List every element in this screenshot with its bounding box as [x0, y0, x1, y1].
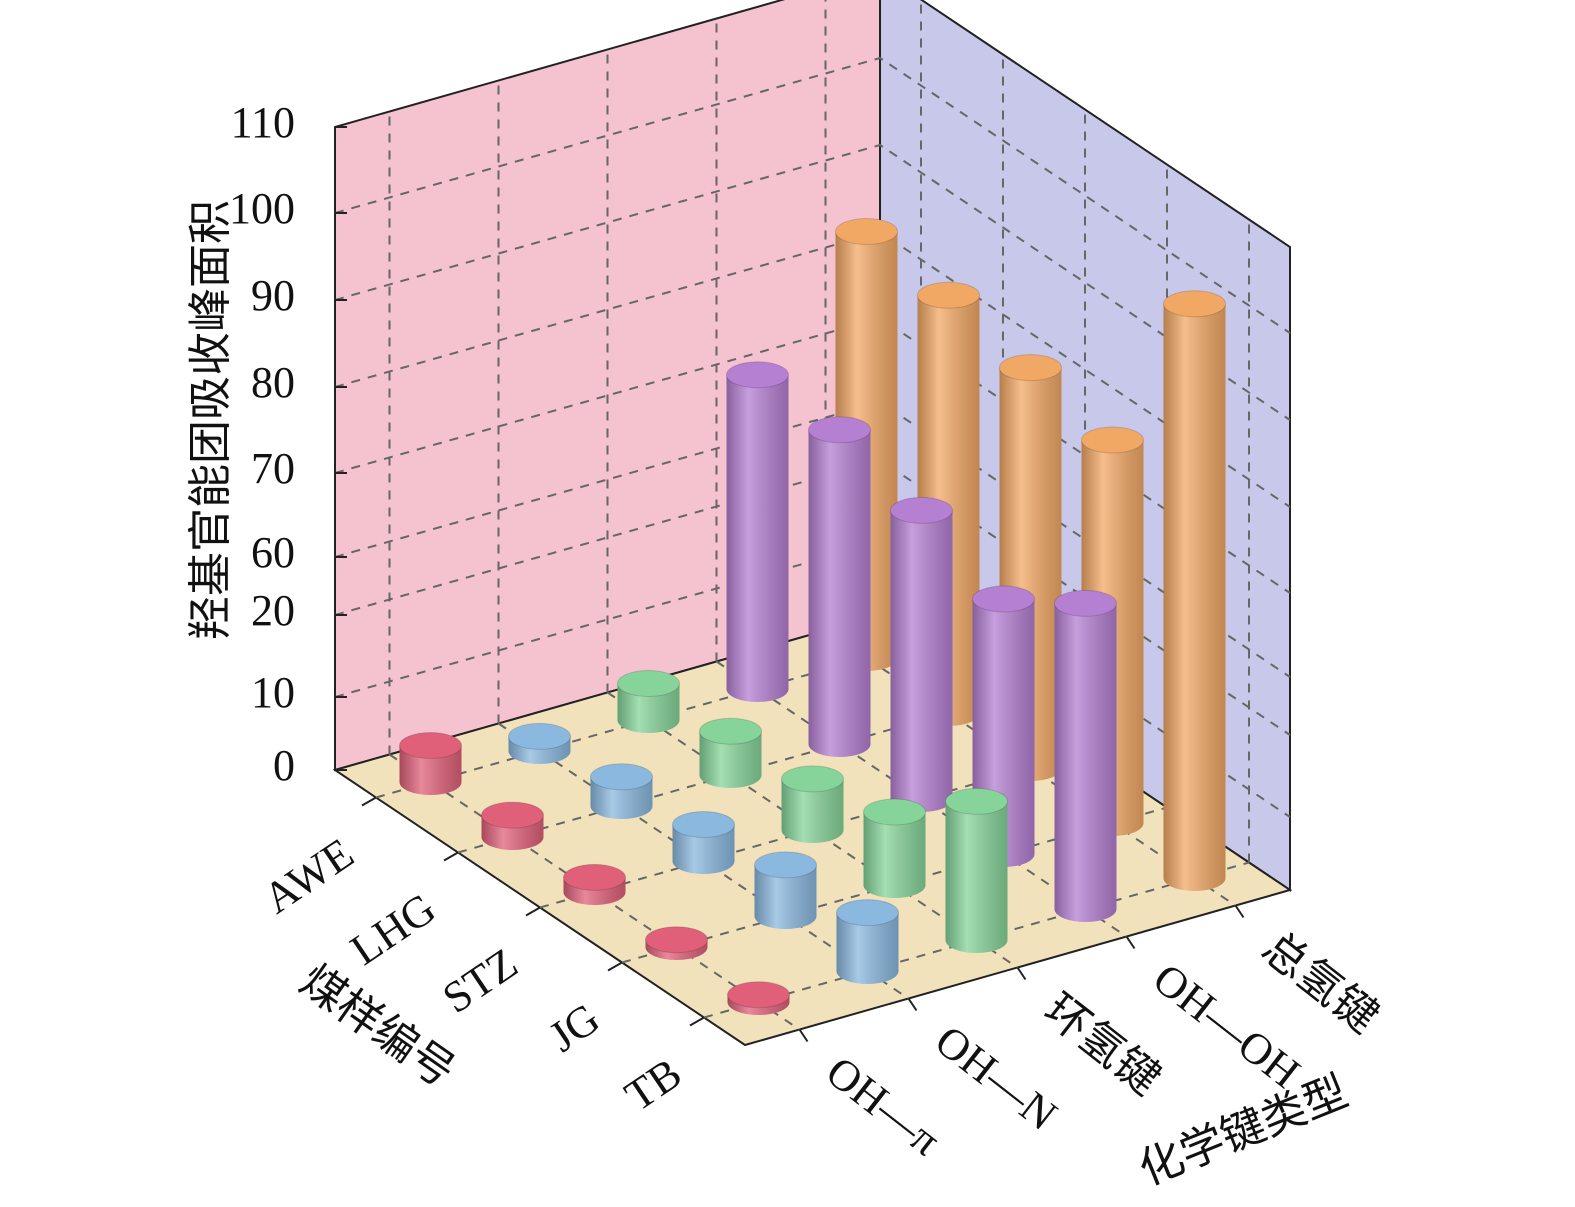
cylinder-shade [1163, 303, 1226, 892]
cylinder-shade [617, 683, 680, 733]
cylinder [781, 765, 844, 844]
cylinder-top [808, 416, 871, 444]
cylinder-top [563, 863, 626, 891]
cylinder-top [1163, 290, 1226, 318]
cylinder-top [835, 218, 898, 245]
cylinder-top [1081, 426, 1144, 454]
cylinder-top [890, 496, 953, 524]
y-tick-label: 110 [231, 98, 295, 147]
y-tick-label: 0 [273, 741, 295, 790]
cylinder [508, 722, 571, 765]
cylinder-shade [754, 864, 817, 929]
cylinder-top [863, 798, 926, 826]
cylinder [399, 732, 462, 795]
y-tick-label: 70 [251, 444, 295, 493]
tick-mark [607, 961, 623, 972]
tick-mark [361, 796, 377, 807]
cylinder-top [836, 899, 899, 927]
cylinder-shade [890, 510, 953, 812]
series-label: OH—π [817, 1047, 949, 1166]
tick-mark [1016, 966, 1027, 981]
cylinder-shade [699, 731, 762, 788]
tick-mark [1125, 935, 1136, 950]
category-label: LHG [342, 884, 444, 975]
cylinder-top [1054, 589, 1117, 617]
cylinder-top [972, 585, 1035, 613]
category-label: STZ [434, 939, 526, 1023]
cylinder-top [726, 361, 789, 389]
cylinder-top [917, 281, 980, 309]
grid-line [334, 143, 1291, 421]
tick-mark [1234, 904, 1245, 919]
cylinder-top [945, 787, 1008, 815]
cylinder [754, 851, 817, 929]
cylinder-shade [726, 374, 789, 703]
cylinder [672, 811, 735, 875]
cylinder-top [727, 981, 790, 1009]
y-tick-label: 60 [251, 528, 295, 577]
cylinder-shade [945, 801, 1008, 953]
cylinder-top [672, 811, 735, 838]
tick-mark [689, 1016, 705, 1027]
cylinder [836, 899, 899, 985]
cylinder [1054, 589, 1117, 923]
cylinder-top [699, 717, 762, 745]
tick-mark [907, 997, 918, 1012]
cylinder [727, 981, 790, 1016]
y-tick-label: 20 [251, 586, 295, 635]
cylinder [590, 763, 653, 820]
cylinder [863, 798, 926, 899]
y-tick-label: 90 [251, 271, 295, 320]
x-axis-title: 化学键类型 [1132, 1067, 1354, 1195]
cylinder [617, 670, 680, 733]
cylinder [726, 361, 789, 703]
cylinder-top [781, 765, 844, 793]
cylinder [645, 926, 708, 960]
series-label: 环氢键 [1035, 985, 1169, 1105]
tick-mark [443, 851, 459, 862]
series-label: 总氢键 [1253, 923, 1387, 1043]
cylinder [945, 787, 1008, 953]
cylinder [563, 863, 626, 905]
cylinder-top [754, 851, 817, 879]
y-tick-label: 100 [229, 184, 295, 233]
series-label: OH—N [926, 1016, 1066, 1140]
y-tick-label: 10 [251, 668, 295, 717]
category-label: AWE [255, 829, 363, 924]
cylinder-shade [836, 912, 899, 985]
cylinder-shade [399, 745, 462, 795]
cylinder [481, 801, 544, 850]
cylinder-shade [808, 429, 871, 757]
cylinder-top [999, 354, 1062, 382]
category-axis-title: 煤样编号 [291, 956, 463, 1097]
cylinder-top [645, 926, 708, 954]
cylinder [890, 496, 953, 812]
cylinder [1163, 290, 1226, 892]
cylinder-top [590, 763, 653, 791]
category-label: TB [616, 1049, 690, 1121]
cylinder-top [399, 732, 462, 759]
cylinder-shade [863, 812, 926, 899]
category-label: JG [540, 994, 608, 1062]
cylinder [808, 416, 871, 757]
cylinder-shade [672, 824, 735, 875]
cylinder-top [508, 722, 571, 750]
grid-line [334, 56, 1291, 334]
cylinder-shade [781, 778, 844, 844]
cylinder-top [617, 670, 680, 697]
tick-mark [525, 906, 541, 917]
cylinder [699, 717, 762, 788]
cylinder-shade [1054, 603, 1117, 923]
cylinder-top [481, 801, 544, 829]
y-tick-label: 80 [251, 358, 295, 407]
tick-mark [798, 1028, 809, 1043]
y-axis-title: 羟基官能团吸收峰面积 [186, 200, 235, 640]
